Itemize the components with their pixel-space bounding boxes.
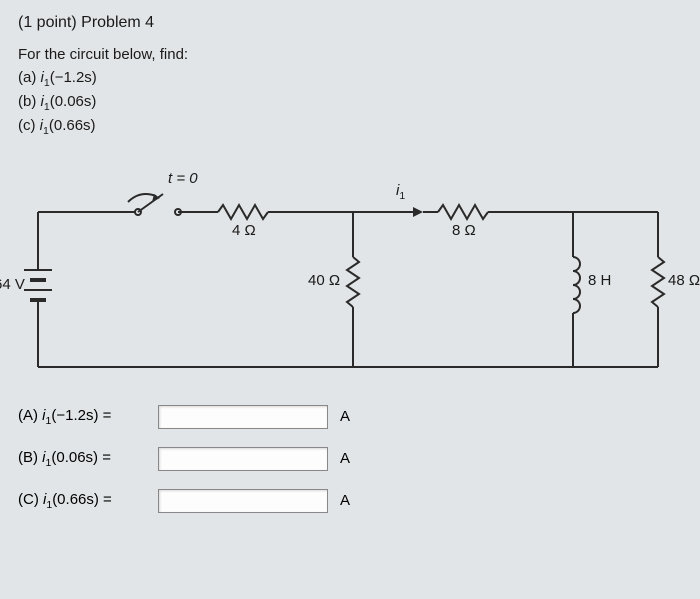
r1-label: 4 Ω bbox=[232, 222, 256, 239]
answer-c-arg: (0.66s) bbox=[52, 491, 99, 508]
source-label: 64 V bbox=[0, 276, 54, 293]
ind-label: 8 H bbox=[588, 272, 611, 289]
r4-label: 48 Ω bbox=[668, 272, 700, 289]
points-text: (1 point) bbox=[18, 14, 77, 31]
answer-a-arg: (−1.2s) bbox=[51, 407, 98, 424]
r3-label: 8 Ω bbox=[452, 222, 476, 239]
answer-a-label: (A) i1(−1.2s) = bbox=[18, 407, 158, 427]
part-a-label: (a) bbox=[18, 69, 36, 86]
answer-b-label: (B) i1(0.06s) = bbox=[18, 449, 158, 469]
part-c: (c) i1(0.66s) bbox=[18, 115, 682, 139]
i1-sub: 1 bbox=[399, 190, 405, 202]
part-b: (b) i1(0.06s) bbox=[18, 91, 682, 115]
part-a-arg: (−1.2s) bbox=[50, 69, 97, 86]
part-b-label: (b) bbox=[18, 93, 36, 110]
answer-c-input[interactable] bbox=[158, 489, 328, 513]
answer-c-label: (C) i1(0.66s) = bbox=[18, 491, 158, 511]
answer-a-eq: = bbox=[98, 407, 111, 424]
answer-b-input[interactable] bbox=[158, 447, 328, 471]
problem-title: Problem 4 bbox=[81, 14, 154, 31]
part-c-arg: (0.66s) bbox=[49, 117, 96, 134]
answer-a-unit: A bbox=[340, 408, 350, 425]
i1-label: i1 bbox=[396, 182, 405, 202]
answer-row-b: (B) i1(0.06s) = A bbox=[18, 447, 682, 471]
answer-b-eq: = bbox=[98, 449, 111, 466]
answer-c-unit: A bbox=[340, 492, 350, 509]
circuit-diagram: t = 0 i1 4 Ω 40 Ω 8 Ω 8 H 48 Ω 64 V bbox=[18, 152, 678, 387]
part-c-label: (c) bbox=[18, 117, 36, 134]
answer-c-letter: (C) bbox=[18, 491, 39, 508]
answer-c-eq: = bbox=[99, 491, 112, 508]
answer-a-letter: (A) bbox=[18, 407, 38, 424]
prompt-text: For the circuit below, find: bbox=[18, 46, 682, 63]
part-a: (a) i1(−1.2s) bbox=[18, 67, 682, 91]
answer-row-c: (C) i1(0.66s) = A bbox=[18, 489, 682, 513]
parts-list: (a) i1(−1.2s) (b) i1(0.06s) (c) i1(0.66s… bbox=[18, 67, 682, 140]
answers-block: (A) i1(−1.2s) = A (B) i1(0.06s) = A (C) … bbox=[18, 405, 682, 513]
answer-row-a: (A) i1(−1.2s) = A bbox=[18, 405, 682, 429]
problem-page: (1 point) Problem 4 For the circuit belo… bbox=[0, 0, 700, 599]
answer-b-arg: (0.06s) bbox=[51, 449, 98, 466]
answer-b-unit: A bbox=[340, 450, 350, 467]
t-label-text: t = 0 bbox=[168, 170, 198, 187]
r2-label: 40 Ω bbox=[308, 272, 340, 289]
t-label: t = 0 bbox=[168, 170, 198, 187]
part-b-arg: (0.06s) bbox=[50, 93, 97, 110]
circuit-svg bbox=[18, 152, 678, 387]
problem-header: (1 point) Problem 4 bbox=[18, 14, 682, 32]
answer-a-input[interactable] bbox=[158, 405, 328, 429]
answer-b-letter: (B) bbox=[18, 449, 38, 466]
